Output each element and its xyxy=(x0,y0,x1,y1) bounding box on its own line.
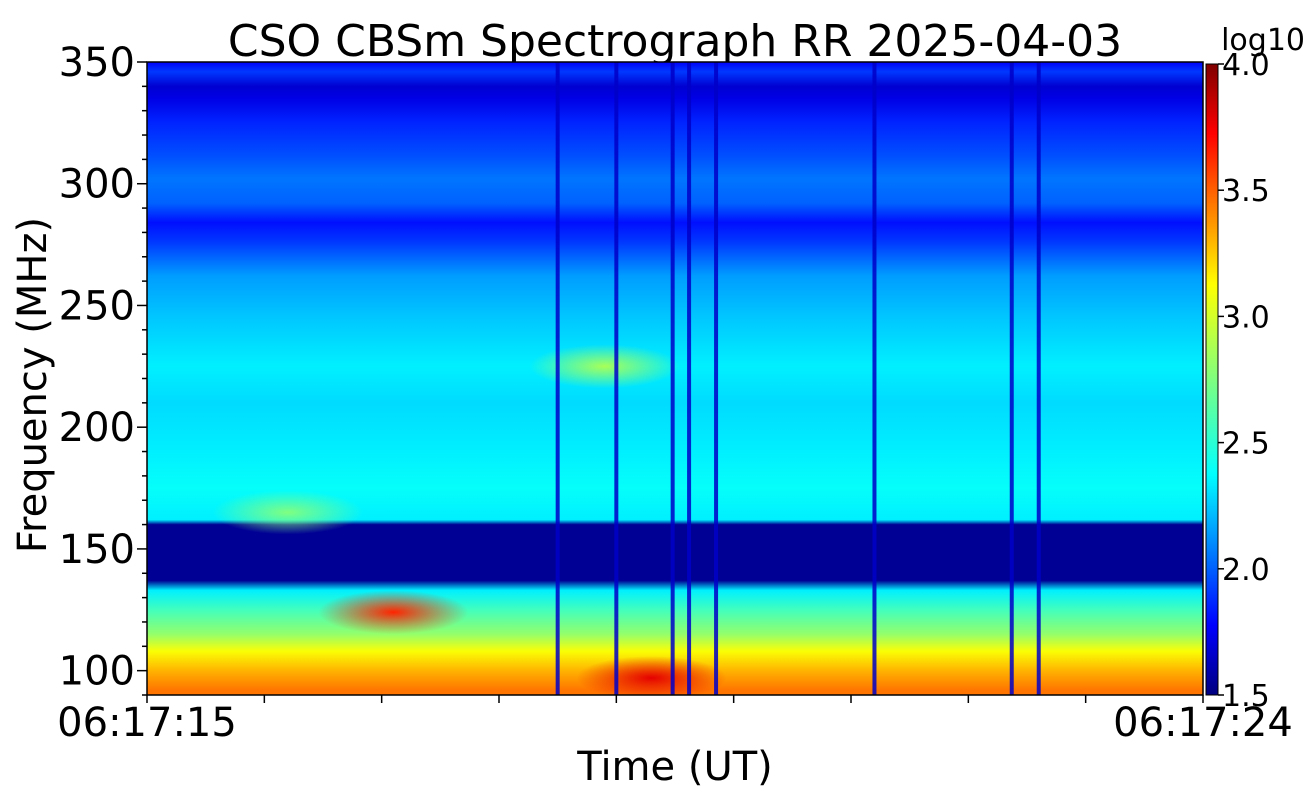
emission-feature xyxy=(212,490,363,535)
colorbar-label: log10 xyxy=(1221,23,1305,58)
x-tick-label: 06:17:15 xyxy=(57,700,237,746)
y-tick-label: 200 xyxy=(59,405,135,451)
y-tick-label: 150 xyxy=(59,527,135,573)
colorbar-ticks: 1.5 2.0 2.5 3.0 3.5 4.0 xyxy=(1218,48,1270,714)
colorbar-tick-label: 2.5 xyxy=(1222,427,1270,462)
emission-feature xyxy=(318,590,469,635)
dropout-line xyxy=(1009,62,1014,695)
x-axis: 06:17:15 06:17:24 xyxy=(57,695,1293,746)
emission-feature xyxy=(576,655,727,695)
emission-feature xyxy=(529,344,680,389)
colorbar-tick-label: 1.5 xyxy=(1222,679,1270,714)
spectrogram-background xyxy=(147,62,1203,695)
dropout-line xyxy=(555,62,560,695)
dropout-line xyxy=(714,62,719,695)
chart-title: CSO CBSm Spectrograph RR 2025-04-03 xyxy=(228,16,1122,67)
dropout-line xyxy=(872,62,877,695)
y-axis-label: Frequency (MHz) xyxy=(10,217,56,553)
dropout-line xyxy=(670,62,675,695)
plot-area xyxy=(147,62,1203,695)
colorbar-tick-label: 3.0 xyxy=(1222,300,1270,335)
colorbar xyxy=(1205,63,1219,696)
colorbar-tick-label: 3.5 xyxy=(1222,174,1270,209)
y-tick-label: 100 xyxy=(59,649,135,695)
y-axis: 100 150 200 250 300 350 xyxy=(59,40,147,696)
x-axis-label: Time (UT) xyxy=(576,744,773,790)
colorbar-tick-label: 2.0 xyxy=(1222,553,1270,588)
colorbar-tick-label: 4.0 xyxy=(1222,48,1270,83)
y-tick-label: 350 xyxy=(59,40,135,86)
dropout-line xyxy=(614,62,619,695)
dropout-line xyxy=(687,62,692,695)
y-tick-label: 300 xyxy=(59,162,135,208)
x-tick-label: 06:17:24 xyxy=(1113,700,1293,746)
y-tick-label: 250 xyxy=(59,283,135,329)
dropout-line xyxy=(1036,62,1041,695)
